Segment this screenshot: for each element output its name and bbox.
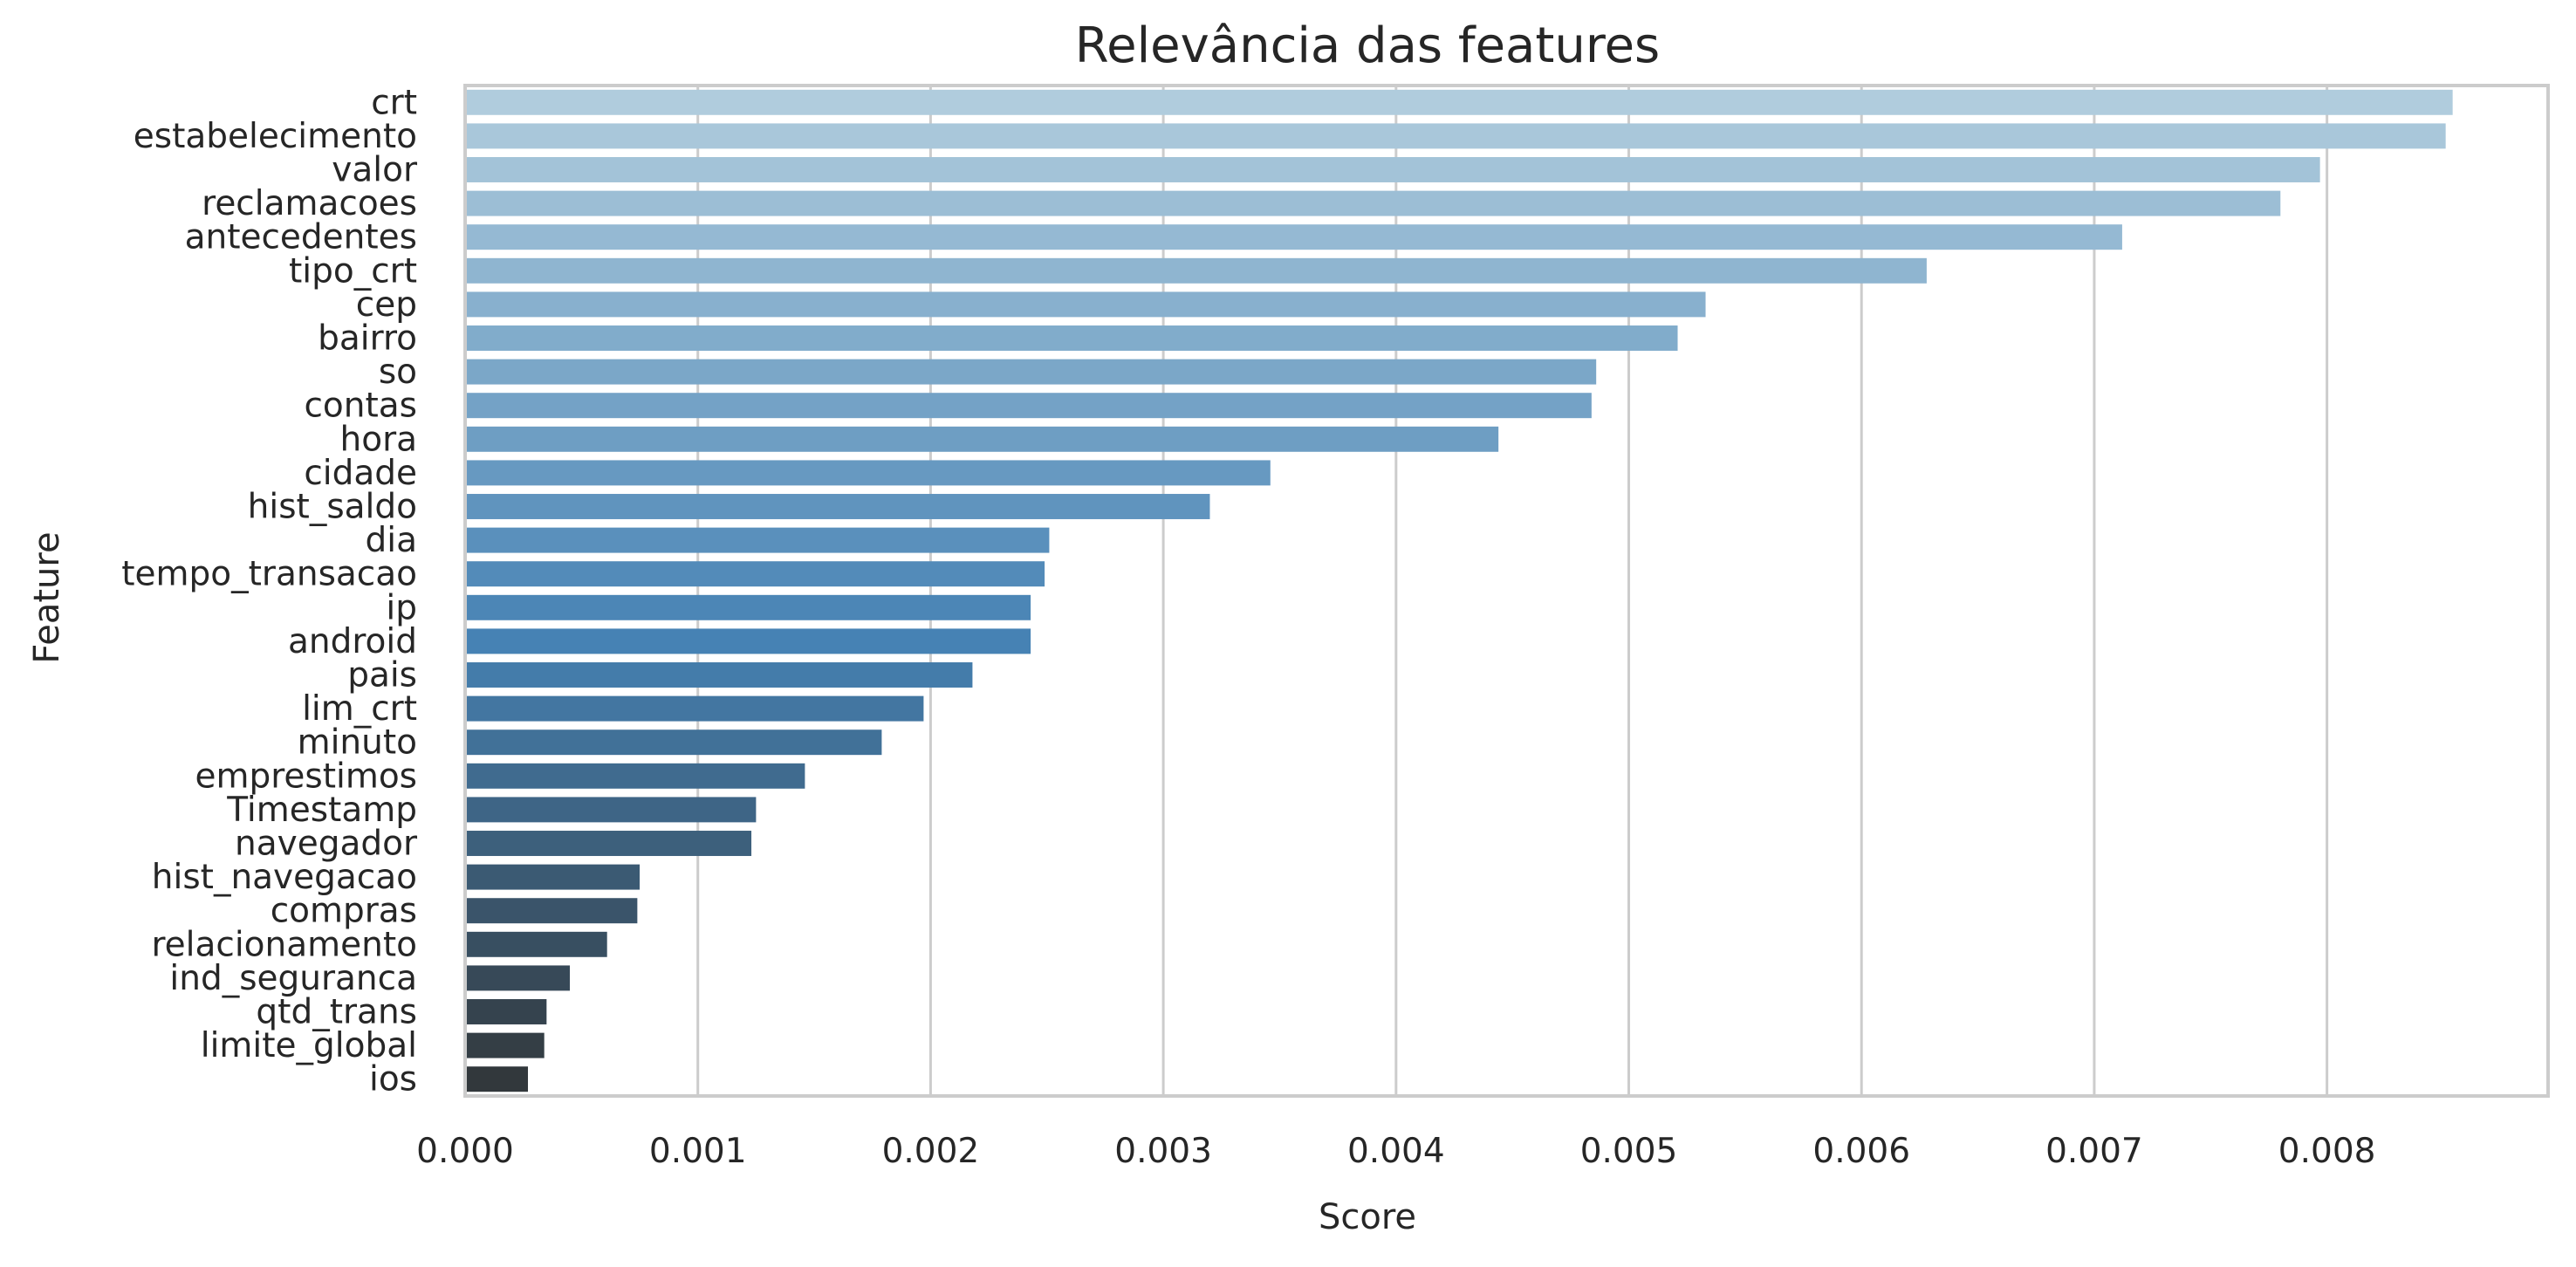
y-tick-label: contas: [304, 387, 417, 426]
bar-lim-crt: [465, 695, 924, 722]
y-tick-label: ip: [386, 588, 417, 627]
x-tick-label: 0.006: [1812, 1132, 1910, 1171]
bar-cidade: [465, 460, 1271, 486]
bar-limite-global: [465, 1032, 545, 1058]
y-tick-label: limite_global: [201, 1026, 417, 1065]
bar-valor: [465, 157, 2320, 182]
bar-crt: [465, 89, 2453, 115]
y-tick-label: bairro: [318, 319, 417, 359]
y-tick-label: hora: [339, 420, 417, 459]
y-tick-label: lim_crt: [302, 689, 417, 729]
plot-frame: [463, 84, 2550, 1098]
bar-estabelecimento: [465, 123, 2446, 149]
bar-compras: [465, 898, 638, 924]
bar-emprestimos: [465, 763, 805, 789]
y-tick-label: compras: [271, 892, 417, 931]
bar-relacionamento: [465, 931, 607, 957]
y-tick-label: ind_seguranca: [169, 959, 417, 998]
y-tick-label: cidade: [304, 454, 417, 493]
y-tick-label: dia: [366, 521, 418, 560]
y-tick-label: ios: [369, 1060, 417, 1099]
bar-reclamacoes: [465, 190, 2281, 216]
bar-ios: [465, 1066, 529, 1092]
y-tick-label: hist_saldo: [248, 488, 417, 527]
bar-tipo-crt: [465, 257, 1927, 284]
bar-antecedentes: [465, 224, 2122, 250]
bar-minuto: [465, 729, 882, 756]
bar-timestamp: [465, 797, 757, 823]
x-tick-label: 0.004: [1347, 1132, 1445, 1171]
y-axis-label: Feature: [27, 531, 67, 663]
x-tick-label: 0.000: [416, 1132, 514, 1171]
y-tick-label: Timestamp: [226, 791, 417, 830]
bar-hora: [465, 426, 1499, 452]
y-tick-label: estabelecimento: [134, 117, 417, 156]
bar-ind-seguranca: [465, 965, 571, 991]
y-tick-labels: crtestabelecimentovalorreclamacoesantece…: [121, 83, 418, 1099]
bar-android: [465, 628, 1031, 654]
y-tick-label: valor: [332, 151, 418, 190]
bar-cep: [465, 291, 1706, 318]
x-tick-label: 0.008: [2278, 1132, 2376, 1171]
y-tick-label: relacionamento: [151, 925, 417, 964]
x-tick-label: 0.007: [2045, 1132, 2143, 1171]
gridlines: [696, 86, 2329, 1096]
x-tick-label: 0.002: [882, 1132, 980, 1171]
bar-hist-navegacao: [465, 864, 641, 890]
y-tick-label: crt: [371, 83, 417, 122]
bar-dia: [465, 527, 1050, 553]
y-tick-label: cep: [356, 285, 417, 325]
y-tick-label: hist_navegacao: [152, 858, 417, 897]
x-tick-label: 0.005: [1580, 1132, 1678, 1171]
bar-so: [465, 359, 1597, 385]
y-tick-label: so: [379, 353, 417, 392]
y-tick-label: emprestimos: [195, 757, 417, 796]
y-tick-label: pais: [347, 656, 417, 695]
bar-bairro: [465, 325, 1678, 351]
y-tick-label: tempo_transacao: [121, 555, 417, 594]
bar-pais: [465, 662, 973, 688]
y-tick-label: reclamacoes: [202, 184, 417, 223]
x-tick-labels: 0.000 0.001 0.002 0.003 0.004 0.005 0.006 0.007…: [416, 1132, 2375, 1171]
y-tick-label: android: [288, 622, 417, 661]
chart-title: Relevância das features: [1075, 17, 1660, 74]
x-tick-label: 0.001: [649, 1132, 747, 1171]
bars: [465, 89, 2453, 1092]
y-tick-label: tipo_crt: [289, 251, 417, 291]
bar-navegador: [465, 831, 752, 856]
x-axis-label: Score: [1319, 1197, 1416, 1237]
bar-contas: [465, 393, 1592, 419]
bar-ip: [465, 594, 1031, 620]
bar-qtd-trans: [465, 999, 547, 1024]
y-tick-label: qtd_trans: [256, 993, 417, 1032]
y-tick-label: navegador: [235, 825, 418, 864]
bar-tempo-transacao: [465, 561, 1045, 587]
y-tick-label: antecedentes: [185, 218, 417, 257]
x-tick-label: 0.003: [1114, 1132, 1212, 1171]
bar-hist-saldo: [465, 494, 1210, 519]
y-tick-label: minuto: [298, 723, 417, 763]
